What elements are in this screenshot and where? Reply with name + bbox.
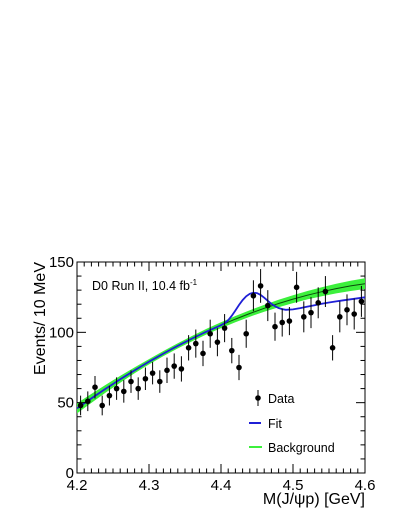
legend-background-label: Background bbox=[268, 441, 335, 455]
data-point bbox=[337, 314, 343, 320]
axis-ticks-layer: 4.2 4.3 4.4 4.5 4.6 0 50 100 150 bbox=[49, 254, 375, 494]
x-tick-label: 4.5 bbox=[283, 477, 304, 494]
legend-fit-label: Fit bbox=[268, 417, 282, 431]
data-point bbox=[121, 388, 127, 395]
x-tick-label: 4.4 bbox=[211, 477, 232, 494]
data-point bbox=[315, 299, 322, 306]
data-point bbox=[221, 325, 228, 331]
x-tick-label: 4.6 bbox=[355, 477, 376, 494]
data-point bbox=[85, 398, 91, 405]
data-point bbox=[257, 283, 264, 289]
background-band-layer bbox=[77, 278, 365, 414]
data-point bbox=[214, 339, 221, 345]
data-point bbox=[207, 330, 213, 337]
data-point bbox=[301, 314, 307, 320]
y-tick-label: 150 bbox=[49, 254, 74, 271]
data-point bbox=[135, 385, 141, 392]
data-point bbox=[185, 345, 192, 351]
data-point bbox=[128, 378, 134, 385]
data-point bbox=[329, 345, 336, 351]
fit-curve bbox=[77, 291, 365, 410]
legend: Data Fit Background bbox=[249, 390, 335, 455]
data-point bbox=[149, 370, 156, 376]
data-point bbox=[142, 375, 149, 382]
y-tick-label: 100 bbox=[49, 324, 74, 341]
data-point bbox=[279, 319, 286, 326]
data-point bbox=[178, 366, 185, 372]
data-points-layer bbox=[77, 269, 365, 416]
x-axis-label: M(J/ψp) [GeV] bbox=[263, 491, 365, 508]
data-point bbox=[157, 378, 163, 385]
background-central-line bbox=[77, 283, 365, 409]
data-point bbox=[243, 330, 249, 337]
run-annotation: D0 Run II, 10.4 fb-1 bbox=[92, 278, 198, 293]
data-point bbox=[164, 367, 170, 374]
data-point bbox=[344, 307, 350, 313]
x-tick-label: 4.3 bbox=[139, 477, 160, 494]
x-tick-label: 4.2 bbox=[67, 477, 88, 494]
data-point bbox=[293, 284, 300, 291]
data-point bbox=[106, 392, 113, 399]
data-point bbox=[351, 311, 358, 317]
data-point bbox=[200, 350, 206, 357]
y-tick-label: 50 bbox=[57, 395, 74, 412]
data-point bbox=[99, 402, 105, 409]
data-point bbox=[236, 364, 242, 371]
data-point bbox=[308, 309, 314, 316]
data-point bbox=[77, 402, 84, 409]
y-tick-label: 0 bbox=[66, 465, 74, 482]
data-point bbox=[265, 302, 271, 309]
data-point bbox=[272, 323, 278, 330]
y-axis-label: Events/ 10 MeV bbox=[32, 262, 49, 375]
legend-data-label: Data bbox=[268, 392, 294, 406]
data-point bbox=[229, 347, 235, 354]
data-point bbox=[171, 363, 177, 369]
curve-layer bbox=[77, 291, 365, 410]
data-point bbox=[92, 384, 98, 390]
data-point bbox=[250, 292, 257, 299]
data-point bbox=[113, 385, 120, 392]
legend-data-marker bbox=[255, 395, 261, 401]
data-point bbox=[286, 318, 293, 324]
data-point bbox=[358, 298, 365, 305]
data-point bbox=[322, 288, 329, 295]
background-band bbox=[77, 278, 365, 414]
data-point bbox=[193, 340, 199, 347]
